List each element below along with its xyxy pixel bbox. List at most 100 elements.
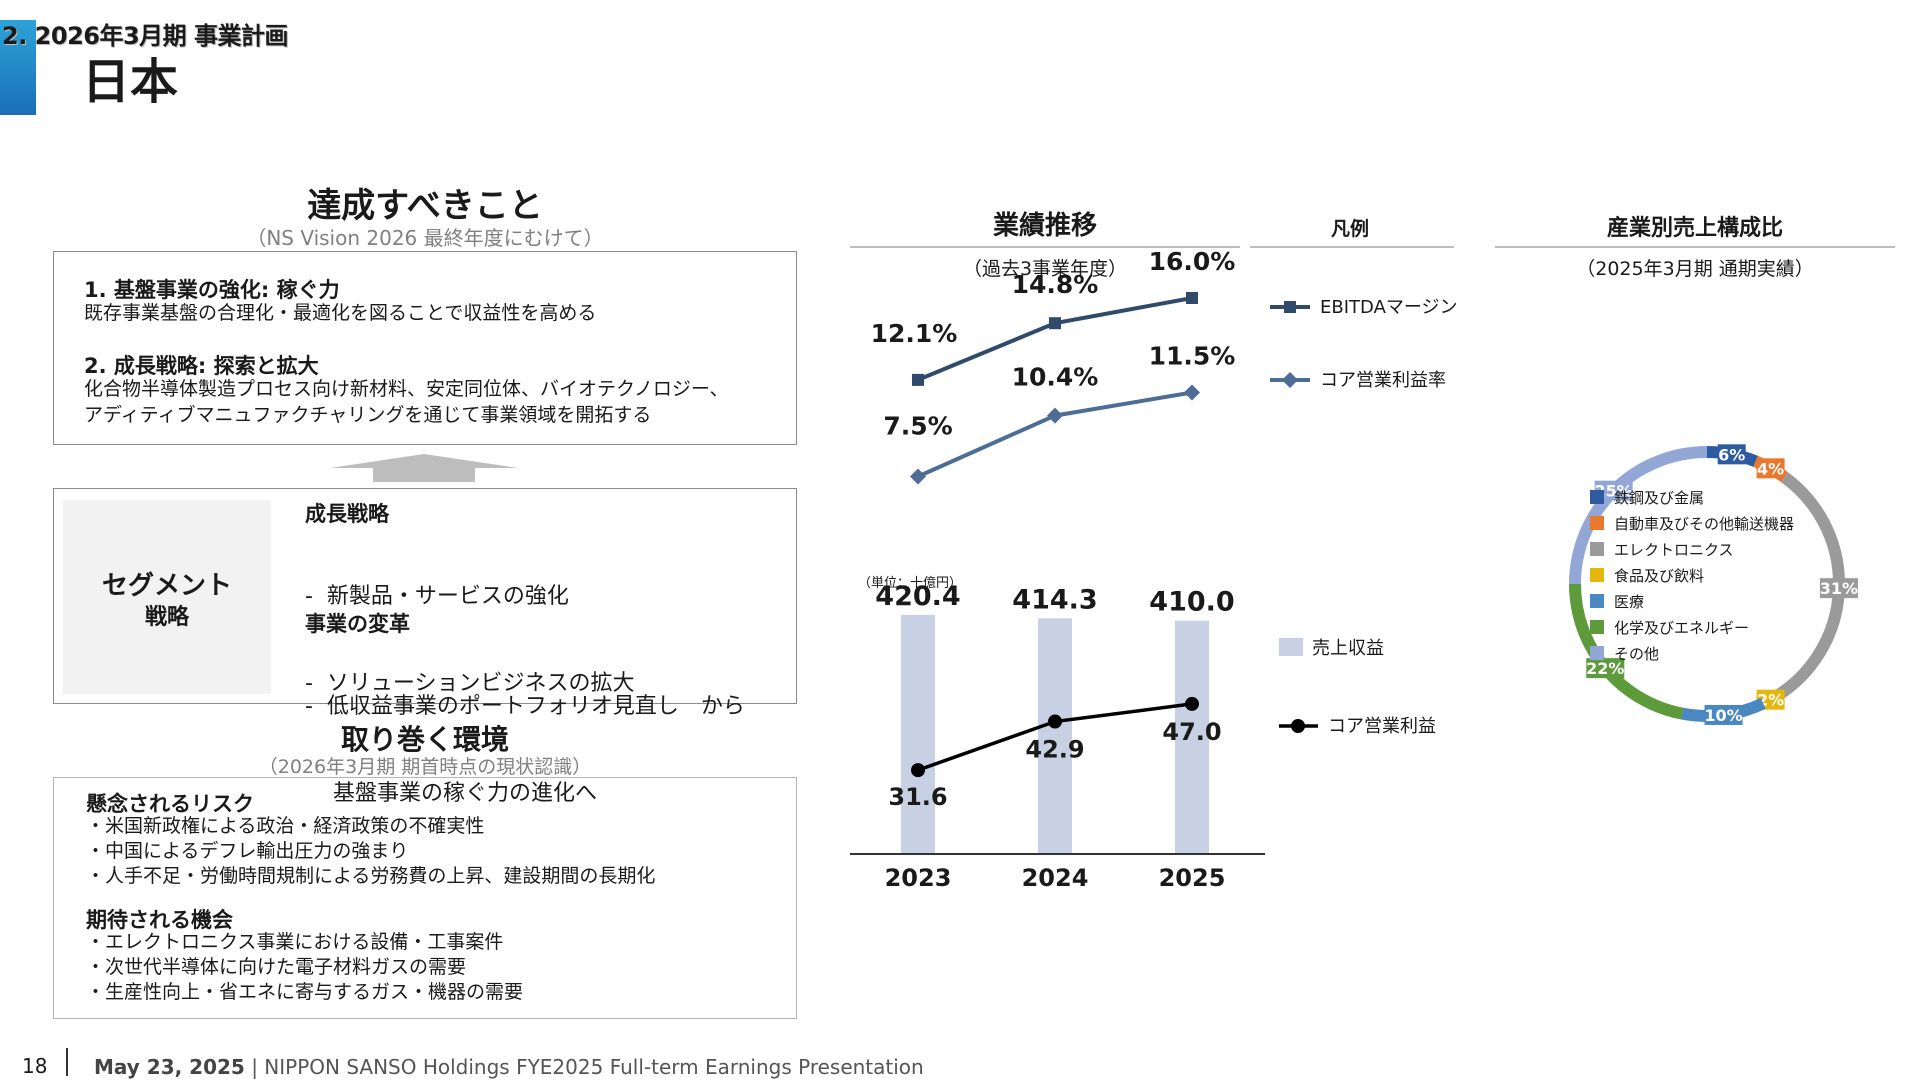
- growth-item: - ソリューションビジネスの拡大: [305, 671, 635, 696]
- legend-marker: [1284, 301, 1296, 313]
- bar: [901, 614, 935, 853]
- line-point: [1048, 714, 1062, 729]
- slice-label: 31%: [1820, 579, 1858, 598]
- footer-separator: [66, 1048, 68, 1076]
- line-point: [1047, 407, 1063, 424]
- risk-item: ・人手不足・労働時間規制による労務費の上昇、建設期間の長期化: [86, 865, 656, 887]
- legend-marker: [1590, 646, 1604, 660]
- segment-box: [53, 488, 797, 704]
- opportunity-heading: 期待される機会: [86, 908, 233, 932]
- segment-label: セグメント 戦略: [63, 570, 271, 634]
- segment-label-line: セグメント: [101, 571, 232, 601]
- series-line: [917, 390, 1193, 479]
- divider: [850, 246, 1240, 248]
- footer-date: May 23, 2025: [94, 1055, 245, 1079]
- slice-label: 25%: [1595, 482, 1633, 501]
- performance-subtitle: （過去3事業年度）: [962, 258, 1128, 280]
- line-point: [1049, 317, 1061, 330]
- bar-value-label: 414.3: [1012, 584, 1097, 615]
- risk-list: ・米国新政権による政治・経済政策の不確実性 ・中国によるデフレ輸出圧力の強まり …: [86, 814, 655, 889]
- opportunity-item: ・エレクトロニクス事業における設備・工事案件: [86, 931, 504, 953]
- data-label: 16.0%: [1149, 247, 1236, 276]
- page-title: 日本: [82, 54, 179, 110]
- achieve-item-text: 化合物半導体製造プロセス向け新材料、安定同位体、バイオテクノロジー、: [84, 378, 729, 400]
- line-point: [1186, 292, 1198, 304]
- bar-value-label: 420.4: [875, 581, 960, 612]
- risk-item: ・米国新政権による政治・経済政策の不確実性: [86, 815, 485, 837]
- slice-label-bg: [1594, 480, 1633, 501]
- legend-marker: [1590, 568, 1604, 582]
- legend-marker: [1590, 620, 1604, 634]
- data-label: 47.0: [1162, 718, 1221, 746]
- bar-value-label: 410.0: [1149, 587, 1234, 618]
- line-point: [1184, 384, 1200, 401]
- achieve-item-heading: 2. 成長戦略: 探索と拡大: [84, 354, 319, 378]
- line-point: [910, 468, 926, 485]
- legend-marker: [1590, 490, 1604, 504]
- page-number: 18: [22, 1054, 48, 1078]
- data-label: 7.5%: [883, 412, 952, 441]
- reform-item: - 低収益事業のポートフォリオ見直し から: [305, 694, 745, 719]
- line-point: [911, 763, 925, 778]
- slice-label-bg: [1756, 458, 1785, 479]
- legend-label: コア営業利益: [1328, 716, 1436, 737]
- environment-subtitle: （2026年3月期 期首時点の現状認識）: [258, 756, 592, 778]
- legend-label: 化学及びエネルギー: [1614, 619, 1749, 637]
- slice-label: 6%: [1718, 445, 1745, 464]
- slice-label-bg: [1717, 444, 1746, 465]
- data-label: 12.1%: [871, 319, 958, 348]
- data-label: 14.8%: [1012, 270, 1099, 299]
- composition-title: 産業別売上構成比: [1606, 216, 1783, 241]
- reform-item: 基盤事業の稼ぐ力の進化へ: [305, 781, 597, 806]
- footer-text: May 23, 2025 | NIPPON SANSO Holdings FYE…: [94, 1055, 924, 1079]
- growth-list: - 新製品・サービスの強化 - ソリューションビジネスの拡大: [305, 524, 635, 727]
- reform-list: - 低収益事業のポートフォリオ見直し から 基盤事業の稼ぐ力の進化へ: [305, 634, 745, 837]
- x-tick-label: 2024: [1022, 864, 1089, 892]
- risk-item: ・中国によるデフレ輸出圧力の強まり: [86, 840, 409, 862]
- legend-label: その他: [1614, 645, 1659, 663]
- legend-title: 凡例: [1330, 218, 1369, 240]
- achieve-box: 1. 基盤事業の強化: 稼ぐ力 既存事業基盤の合理化・最適化を図ることで収益性を…: [53, 251, 797, 445]
- accent-bar: [0, 20, 36, 115]
- legend-label: 医療: [1614, 593, 1644, 611]
- legend-label: コア営業利益率: [1320, 370, 1446, 391]
- opportunity-list: ・エレクトロニクス事業における設備・工事案件 ・次世代半導体に向けた電子材料ガス…: [86, 930, 523, 1005]
- legend-label: EBITDAマージン: [1320, 297, 1458, 318]
- legend-label: 食品及び飲料: [1614, 567, 1704, 585]
- legend-marker: [1282, 372, 1298, 388]
- legend-marker: [1590, 594, 1604, 608]
- growth-item: - 新製品・サービスの強化: [305, 584, 569, 609]
- data-label: 11.5%: [1149, 342, 1236, 371]
- bar: [1175, 620, 1209, 853]
- slice-label-bg: [1704, 704, 1743, 725]
- slice-label: 4%: [1757, 459, 1784, 478]
- legend-label: 自動車及びその他輸送機器: [1614, 515, 1794, 533]
- data-label: 42.9: [1025, 736, 1084, 764]
- bar: [1038, 618, 1072, 853]
- line-point: [1185, 696, 1199, 711]
- legend-label: 鉄鋼及び金属: [1614, 489, 1704, 507]
- achieve-subtitle: （NS Vision 2026 最終年度にむけて）: [246, 226, 604, 250]
- slice-label-bg: [1819, 578, 1858, 599]
- slice-label: 10%: [1704, 706, 1742, 725]
- line-point: [912, 373, 924, 386]
- divider: [1495, 246, 1895, 248]
- opportunity-item: ・生産性向上・省エネに寄与するガス・機器の需要: [86, 981, 524, 1003]
- reform-heading: 事業の変革: [305, 612, 410, 636]
- segment-label-panel: [63, 500, 271, 694]
- slice-label: 22%: [1586, 659, 1624, 678]
- risk-heading: 懸念されるリスク: [86, 792, 254, 816]
- divider: [1250, 246, 1454, 248]
- slice-label-bg: [1586, 658, 1625, 679]
- segment-label-line: 戦略: [144, 605, 189, 630]
- legend-marker: [1590, 542, 1604, 556]
- section-label: 2. 2026年3月期 事業計画: [2, 22, 289, 50]
- legend-marker: [1291, 719, 1305, 733]
- environment-box: 懸念されるリスク ・米国新政権による政治・経済政策の不確実性 ・中国によるデフレ…: [53, 777, 797, 1019]
- growth-heading: 成長戦略: [305, 502, 389, 526]
- opportunity-item: ・次世代半導体に向けた電子材料ガスの需要: [86, 956, 467, 978]
- footer-title: | NIPPON SANSO Holdings FYE2025 Full-ter…: [251, 1055, 924, 1079]
- data-label: 31.6: [888, 783, 947, 811]
- legend-marker: [1279, 638, 1303, 656]
